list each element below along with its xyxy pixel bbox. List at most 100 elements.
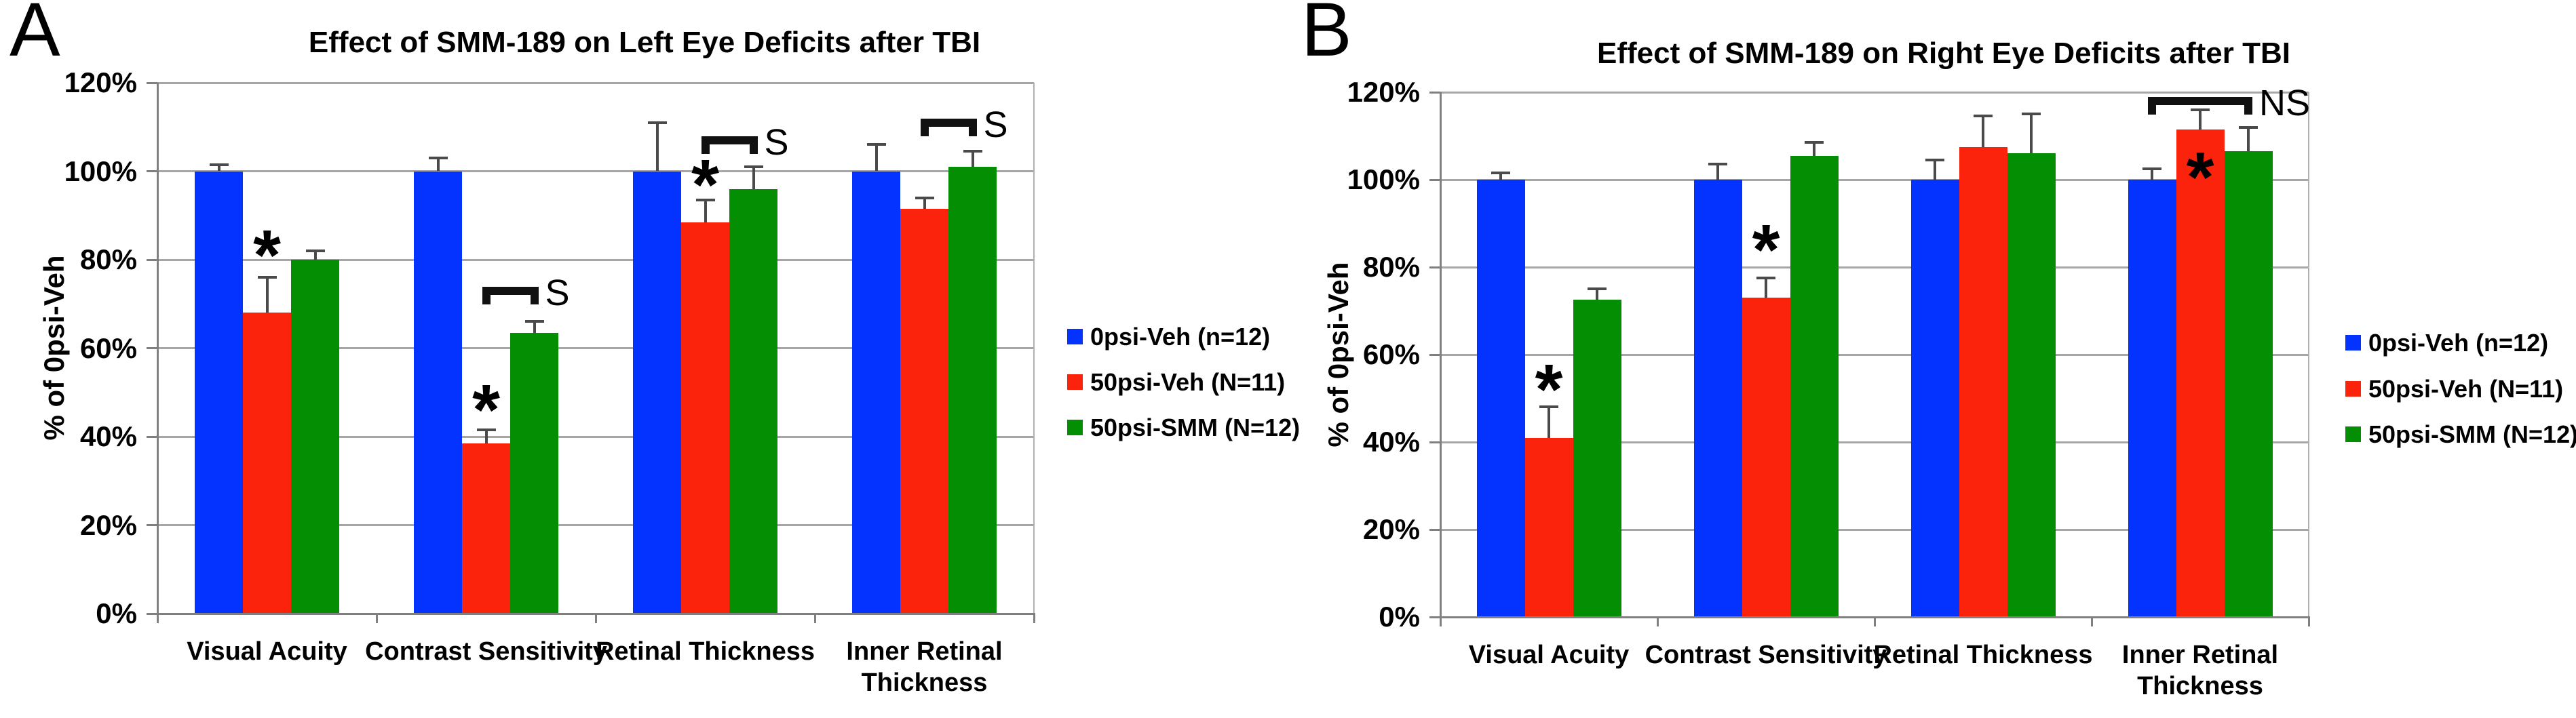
y-tick-mark (147, 435, 157, 438)
bar-50psi-SMM-contrast-sensitivity (1790, 155, 1839, 617)
y-axis-line (156, 83, 159, 614)
gridline-20% (157, 524, 1034, 526)
y-tick-mark (1429, 91, 1440, 94)
error-bar-cap (963, 150, 982, 153)
category-label-retinal-thickness: Retinal Thickness (595, 637, 815, 666)
panel-a-letter: A (9, 0, 60, 72)
error-bar-stem (1813, 142, 1815, 156)
error-bar-stem (2151, 168, 2153, 180)
bar-50psi-SMM-retinal-thickness (729, 188, 777, 614)
bar-0psi-Veh-contrast-sensitivity (1693, 180, 1742, 617)
significance-asterisk: * (472, 370, 500, 450)
plot-right-edge (2308, 92, 2309, 617)
significance-bracket (482, 286, 539, 304)
bar-50psi-Veh-visual-acuity (243, 313, 291, 614)
x-tick-mark (813, 614, 816, 623)
y-tick-label: 20% (79, 508, 137, 541)
gridline-20% (1440, 528, 2309, 531)
y-tick-mark (1429, 353, 1440, 356)
x-tick-mark (2307, 617, 2310, 626)
error-bar-stem (2247, 127, 2250, 152)
y-tick-mark (147, 258, 157, 261)
error-bar-stem (533, 321, 536, 333)
x-tick-mark (1033, 614, 1035, 623)
y-tick-mark (1429, 178, 1440, 181)
x-tick-mark (156, 614, 159, 623)
error-bar-cap (1491, 172, 1510, 175)
bar-50psi-SMM-contrast-sensitivity (510, 332, 558, 614)
legend-label-blue: 0psi-Veh (n=12) (2368, 329, 2549, 357)
error-bar-cap (2191, 108, 2210, 111)
y-tick-mark (1429, 616, 1440, 618)
significance-bracket (920, 118, 977, 136)
y-tick-label: 40% (1362, 426, 1420, 458)
bar-50psi-Veh-contrast-sensitivity (462, 443, 510, 614)
bar-0psi-Veh-inner-retinal-thickness (2128, 180, 2176, 617)
gridline-80% (157, 258, 1034, 261)
legend-swatch-red (2345, 381, 2361, 397)
significance-asterisk: * (2186, 138, 2214, 218)
bar-50psi-Veh-visual-acuity (1524, 437, 1573, 617)
legend-label-red: 50psi-Veh (N=11) (1090, 368, 1286, 396)
legend-swatch-blue (2345, 335, 2361, 351)
y-tick-label: 100% (1347, 163, 1420, 195)
bar-0psi-Veh-inner-retinal-thickness (852, 171, 900, 614)
error-bar-cap (524, 320, 544, 323)
error-bar-cap (209, 163, 229, 166)
error-bar-cap (257, 276, 277, 279)
bar-50psi-Veh-contrast-sensitivity (1742, 298, 1790, 617)
x-tick-mark (375, 614, 378, 623)
bar-50psi-SMM-visual-acuity (1573, 300, 1621, 617)
bar-50psi-Veh-inner-retinal-thickness (2176, 129, 2225, 617)
gridline-40% (157, 435, 1034, 438)
error-bar-cap (1756, 277, 1775, 280)
bar-0psi-Veh-retinal-thickness (633, 171, 681, 614)
y-tick-mark (1429, 441, 1440, 443)
category-label-contrast-sensitivity: Contrast Sensitivity (1645, 641, 1887, 669)
error-bar-stem (655, 122, 659, 172)
error-bar-cap (2239, 125, 2258, 129)
error-bar-stem (874, 144, 878, 172)
x-tick-mark (1656, 617, 1659, 626)
error-bar-stem (704, 199, 707, 222)
error-bar-stem (1934, 159, 1936, 180)
significance-asterisk: * (1752, 210, 1780, 290)
bar-50psi-Veh-retinal-thickness (681, 222, 729, 614)
error-bar-cap (744, 165, 763, 168)
category-label-inner-retinal-thickness: Inner Retinal Thickness (846, 637, 1003, 697)
error-bar-cap (2142, 167, 2161, 170)
y-tick-mark (1429, 528, 1440, 531)
legend-swatch-green (2345, 426, 2361, 442)
error-bar-stem (752, 166, 755, 189)
significance-asterisk: * (253, 215, 281, 295)
error-bar-cap (695, 198, 715, 201)
y-tick-label: 120% (64, 66, 137, 98)
category-label-contrast-sensitivity: Contrast Sensitivity (365, 637, 607, 666)
y-tick-mark (147, 612, 157, 615)
error-bar-cap (2022, 113, 2041, 116)
y-tick-mark (1429, 266, 1440, 268)
error-bar-stem (1716, 164, 1719, 180)
legend-label-blue: 0psi-Veh (n=12) (1090, 323, 1271, 351)
panel-a-title: Effect of SMM-189 on Left Eye Deficits a… (308, 26, 981, 59)
bar-50psi-Veh-inner-retinal-thickness (900, 208, 948, 614)
gridline-120% (1440, 91, 2309, 94)
x-tick-mark (594, 614, 597, 623)
gridline-40% (1440, 441, 2309, 443)
gridline-120% (157, 81, 1034, 84)
bar-0psi-Veh-visual-acuity (1476, 180, 1525, 617)
significance-asterisk: * (1535, 350, 1563, 430)
y-tick-label: 80% (1362, 251, 1420, 283)
gridline-100% (1440, 178, 2309, 181)
error-bar-stem (484, 430, 488, 443)
y-tick-label: 20% (1362, 513, 1420, 545)
bar-50psi-SMM-visual-acuity (291, 260, 339, 614)
gridline-100% (157, 170, 1034, 172)
y-tick-label: 120% (1347, 76, 1420, 108)
error-bar-stem (1499, 173, 1502, 180)
error-bar-cap (428, 156, 448, 159)
y-tick-mark (147, 81, 157, 84)
panel-b-title: Effect of SMM-189 on Right Eye Deficits … (1597, 37, 2290, 70)
significance-bracket (2148, 96, 2252, 115)
